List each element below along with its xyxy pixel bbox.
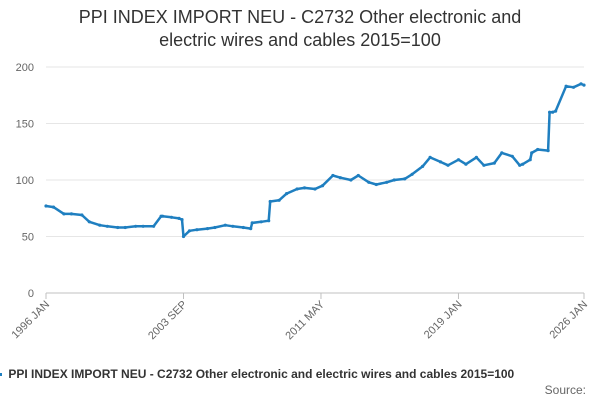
data-point bbox=[554, 109, 558, 113]
series-line bbox=[44, 82, 586, 238]
data-point bbox=[181, 234, 186, 239]
gridlines bbox=[46, 66, 584, 294]
data-point bbox=[356, 173, 360, 178]
legend: PPI INDEX IMPORT NEU - C2732 Other elect… bbox=[0, 365, 600, 383]
data-point bbox=[123, 225, 127, 230]
data-point bbox=[518, 163, 522, 167]
data-point bbox=[69, 212, 73, 216]
data-point bbox=[349, 178, 353, 182]
data-point bbox=[313, 187, 317, 191]
data-point bbox=[385, 180, 389, 184]
data-point bbox=[428, 155, 432, 159]
data-point bbox=[456, 158, 461, 162]
data-point bbox=[195, 228, 199, 232]
data-point bbox=[223, 223, 227, 227]
data-point bbox=[521, 162, 525, 166]
data-point bbox=[187, 229, 192, 233]
x-tick-label: 2026 JAN bbox=[547, 299, 590, 342]
data-point bbox=[134, 224, 138, 228]
data-point bbox=[510, 154, 514, 158]
data-point bbox=[105, 224, 109, 228]
data-point bbox=[403, 177, 407, 181]
data-point bbox=[169, 215, 174, 219]
data-point bbox=[421, 164, 425, 168]
data-point bbox=[551, 110, 555, 114]
data-point bbox=[241, 225, 245, 230]
y-tick-label: 200 bbox=[16, 62, 34, 74]
chart-title-line-2: electric wires and cables 2015=100 bbox=[159, 30, 441, 50]
x-tick-label: 2011 MAY bbox=[283, 298, 327, 342]
data-point bbox=[205, 227, 209, 231]
legend-label: PPI INDEX IMPORT NEU - C2732 Other elect… bbox=[8, 367, 515, 381]
y-tick-label: 100 bbox=[16, 175, 34, 187]
data-point bbox=[285, 192, 289, 196]
data-point bbox=[213, 225, 217, 230]
data-point bbox=[320, 184, 325, 188]
data-point bbox=[367, 180, 371, 184]
data-point bbox=[267, 219, 271, 223]
data-point bbox=[331, 173, 335, 178]
data-point bbox=[536, 147, 540, 152]
data-point bbox=[141, 224, 145, 228]
series-layer bbox=[44, 82, 586, 239]
data-point bbox=[464, 162, 468, 166]
legend-marker bbox=[0, 373, 2, 377]
x-tick-label: 2003 SEP bbox=[146, 299, 190, 343]
data-point bbox=[492, 161, 496, 165]
data-point bbox=[152, 224, 156, 228]
data-point bbox=[546, 149, 550, 153]
data-point bbox=[582, 83, 586, 87]
data-point bbox=[180, 218, 184, 222]
data-point bbox=[410, 172, 414, 176]
data-point bbox=[474, 155, 478, 159]
data-point bbox=[528, 158, 532, 162]
y-tick-label: 50 bbox=[22, 232, 34, 244]
data-point bbox=[571, 85, 576, 89]
data-point bbox=[259, 220, 263, 224]
data-point bbox=[177, 216, 181, 220]
data-point bbox=[500, 151, 504, 155]
data-point bbox=[44, 204, 48, 208]
data-point bbox=[62, 212, 66, 216]
data-point bbox=[268, 199, 272, 204]
data-point bbox=[392, 178, 396, 182]
data-point bbox=[564, 84, 568, 88]
data-point bbox=[249, 227, 253, 231]
source-label: Source: bbox=[544, 383, 586, 397]
chart-title: PPI INDEX IMPORT NEU - C2732 Other elect… bbox=[0, 6, 600, 52]
data-point bbox=[231, 224, 235, 228]
data-point bbox=[295, 187, 299, 191]
data-point bbox=[438, 160, 443, 164]
data-point bbox=[277, 198, 281, 202]
x-tick-label: 1996 JAN bbox=[9, 299, 52, 342]
data-point bbox=[302, 186, 307, 190]
data-point bbox=[482, 163, 486, 167]
data-point bbox=[98, 223, 102, 227]
data-point bbox=[338, 176, 342, 180]
data-point bbox=[446, 163, 450, 167]
y-tick-label: 150 bbox=[16, 119, 34, 131]
x-axis: 1996 JAN 2003 SEP 2011 MAY 2019 JAN 2026 JAN bbox=[9, 293, 590, 342]
data-point bbox=[87, 220, 91, 224]
data-point bbox=[250, 221, 254, 225]
chart-title-line-1: PPI INDEX IMPORT NEU - C2732 Other elect… bbox=[78, 7, 522, 27]
data-point bbox=[51, 205, 56, 209]
y-axis-ticks: 0 50 100 150 200 bbox=[16, 62, 34, 300]
data-point bbox=[80, 213, 84, 217]
data-point bbox=[579, 82, 583, 86]
x-tick-label: 2019 JAN bbox=[422, 299, 465, 342]
y-tick-label: 0 bbox=[28, 288, 34, 300]
data-point bbox=[374, 182, 378, 187]
data-point bbox=[161, 214, 165, 218]
data-point bbox=[530, 151, 534, 155]
data-point bbox=[116, 225, 120, 230]
data-point bbox=[548, 110, 552, 114]
